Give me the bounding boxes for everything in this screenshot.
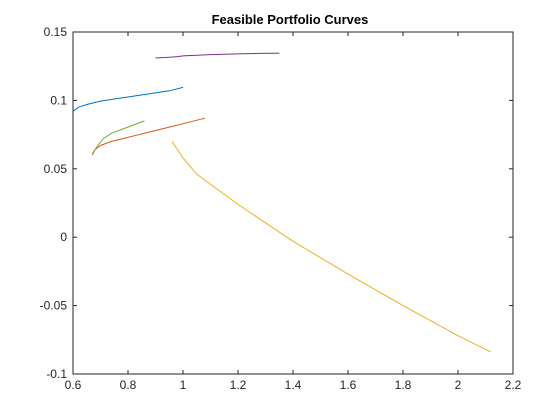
plot-area: 0.6 0.8 1 1.2 1.4 1.6 1.8 2 2.2 -0.1 -0.05 0 0.05 0.1… bbox=[40, 25, 522, 392]
series-line-5 bbox=[91, 120, 145, 155]
y-tick-label: 0 bbox=[60, 230, 67, 244]
y-tick-label: 0.1 bbox=[50, 93, 67, 107]
y-tick-label: 0.05 bbox=[44, 162, 68, 176]
series-layer bbox=[72, 52, 492, 353]
series-line-1 bbox=[72, 86, 184, 112]
y-tick-label: -0.1 bbox=[46, 367, 67, 381]
y-tick-label: 0.15 bbox=[44, 25, 68, 39]
x-tick-label: 1.4 bbox=[285, 378, 302, 392]
axes-layer: 0.6 0.8 1 1.2 1.4 1.6 1.8 2 2.2 -0.1 -0.05 0 0.05 0.1… bbox=[40, 25, 522, 392]
x-tick-label: 1.2 bbox=[230, 378, 247, 392]
x-tick-label: 2 bbox=[455, 378, 462, 392]
x-tick-label: 2.2 bbox=[505, 378, 522, 392]
series-line-4 bbox=[155, 52, 280, 59]
x-tick-label: 0.6 bbox=[65, 378, 82, 392]
x-tick-label: 1.8 bbox=[395, 378, 412, 392]
y-tick-label: -0.05 bbox=[40, 299, 68, 313]
x-tick-label: 0.8 bbox=[120, 378, 137, 392]
series-line-3 bbox=[171, 141, 492, 353]
plot-background bbox=[73, 32, 513, 374]
x-tick-label: 1.6 bbox=[340, 378, 357, 392]
x-tick-label: 1 bbox=[180, 378, 187, 392]
chart-title: Feasible Portfolio Curves bbox=[212, 12, 369, 27]
